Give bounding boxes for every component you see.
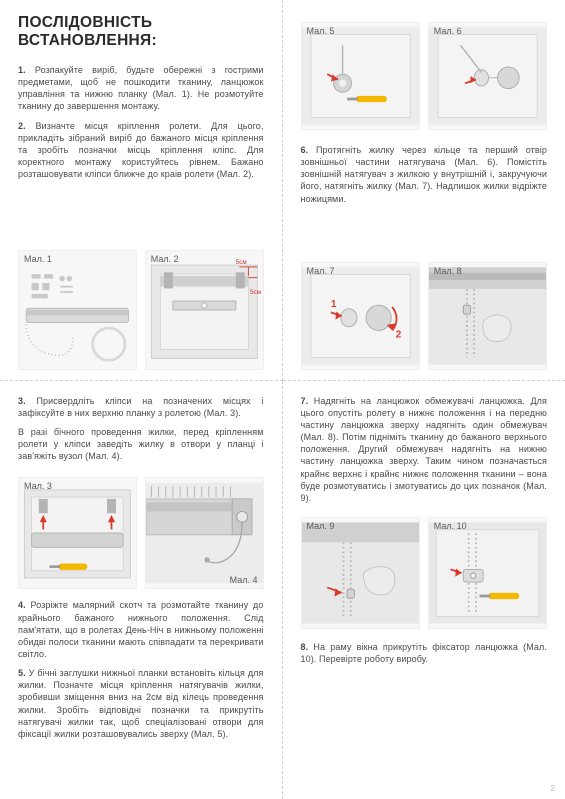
figure-3: Мал. 3: [18, 477, 137, 589]
fig-row-7-8: Мал. 7 1 2 Мал. 8: [301, 262, 548, 370]
step-6-text: 6. Протягніть жилку через кільце та перш…: [301, 144, 548, 205]
page-number: 2: [551, 784, 555, 793]
fig-row-5-6: Мал. 5 Мал. 6: [301, 22, 548, 130]
figure-8-label: Мал. 8: [434, 266, 462, 276]
quadrant-top-right: Мал. 5 Мал. 6: [283, 0, 565, 381]
figure-4: Мал. 4: [145, 477, 264, 589]
step-3-text-b: В разі бічного проведення жилки, перед к…: [18, 426, 264, 462]
step-1-text: 1. Розпакуйте виріб, будьте обережні з г…: [18, 64, 264, 113]
figure-8: Мал. 8: [428, 262, 547, 370]
svg-text:2: 2: [395, 329, 401, 340]
page-title: ПОСЛІДОВНІСТЬ ВСТАНОВЛЕННЯ:: [18, 14, 264, 50]
svg-text:1: 1: [330, 299, 336, 310]
quadrant-top-left: ПОСЛІДОВНІСТЬ ВСТАНОВЛЕННЯ: 1. Розпакуйт…: [0, 0, 283, 381]
fig-row-3-4: Мал. 3: [18, 477, 264, 589]
figure-2: Мал. 2 5см 5см: [145, 250, 264, 370]
fig-row-1-2: Мал. 1: [18, 250, 264, 370]
figure-1: Мал. 1: [18, 250, 137, 370]
figure-6: Мал. 6: [428, 22, 547, 130]
step-3-text-a: 3. Присвердліть кліпси на позначених міс…: [18, 395, 264, 419]
figure-9-label: Мал. 9: [307, 521, 335, 531]
figure-2-label: Мал. 2: [151, 254, 179, 264]
step-7-text: 7. Надягніть на ланцюжок обмежувачі ланц…: [301, 395, 548, 504]
svg-text:5см: 5см: [250, 289, 261, 296]
figure-5: Мал. 5: [301, 22, 420, 130]
figure-1-label: Мал. 1: [24, 254, 52, 264]
figure-7-label: Мал. 7: [307, 266, 335, 276]
figure-10: Мал. 10: [428, 517, 547, 629]
figure-9: Мал. 9: [301, 517, 420, 629]
figure-10-label: Мал. 10: [434, 521, 467, 531]
step-8-text: 8. На раму вікна прикрутіть фіксатор лан…: [301, 641, 548, 665]
figure-7: Мал. 7 1 2: [301, 262, 420, 370]
quadrant-bottom-right: 7. Надягніть на ланцюжок обмежувачі ланц…: [283, 381, 565, 799]
quadrant-bottom-left: 3. Присвердліть кліпси на позначених міс…: [0, 381, 283, 799]
step-4-text: 4. Розріжте малярний скотч та розмотайте…: [18, 599, 264, 660]
figure-5-label: Мал. 5: [307, 26, 335, 36]
figure-6-label: Мал. 6: [434, 26, 462, 36]
svg-text:5см: 5см: [236, 259, 247, 266]
figure-4-label: Мал. 4: [230, 575, 258, 585]
figure-3-label: Мал. 3: [24, 481, 52, 491]
step-2-text: 2. Визначте місця кріплення ролети. Для …: [18, 120, 264, 181]
step-5-text: 5. У бічні заглушки нижньої планки встан…: [18, 667, 264, 740]
fig-row-9-10: Мал. 9 Мал. 10: [301, 517, 548, 629]
